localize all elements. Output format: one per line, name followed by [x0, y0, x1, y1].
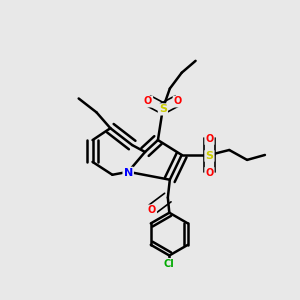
Text: N: N — [124, 168, 133, 178]
Text: O: O — [205, 168, 214, 178]
Text: S: S — [206, 151, 213, 161]
Text: O: O — [148, 206, 156, 215]
Text: O: O — [205, 134, 214, 144]
Text: O: O — [174, 97, 182, 106]
Text: S: S — [159, 104, 167, 114]
Text: Cl: Cl — [164, 259, 175, 269]
Text: O: O — [144, 97, 152, 106]
